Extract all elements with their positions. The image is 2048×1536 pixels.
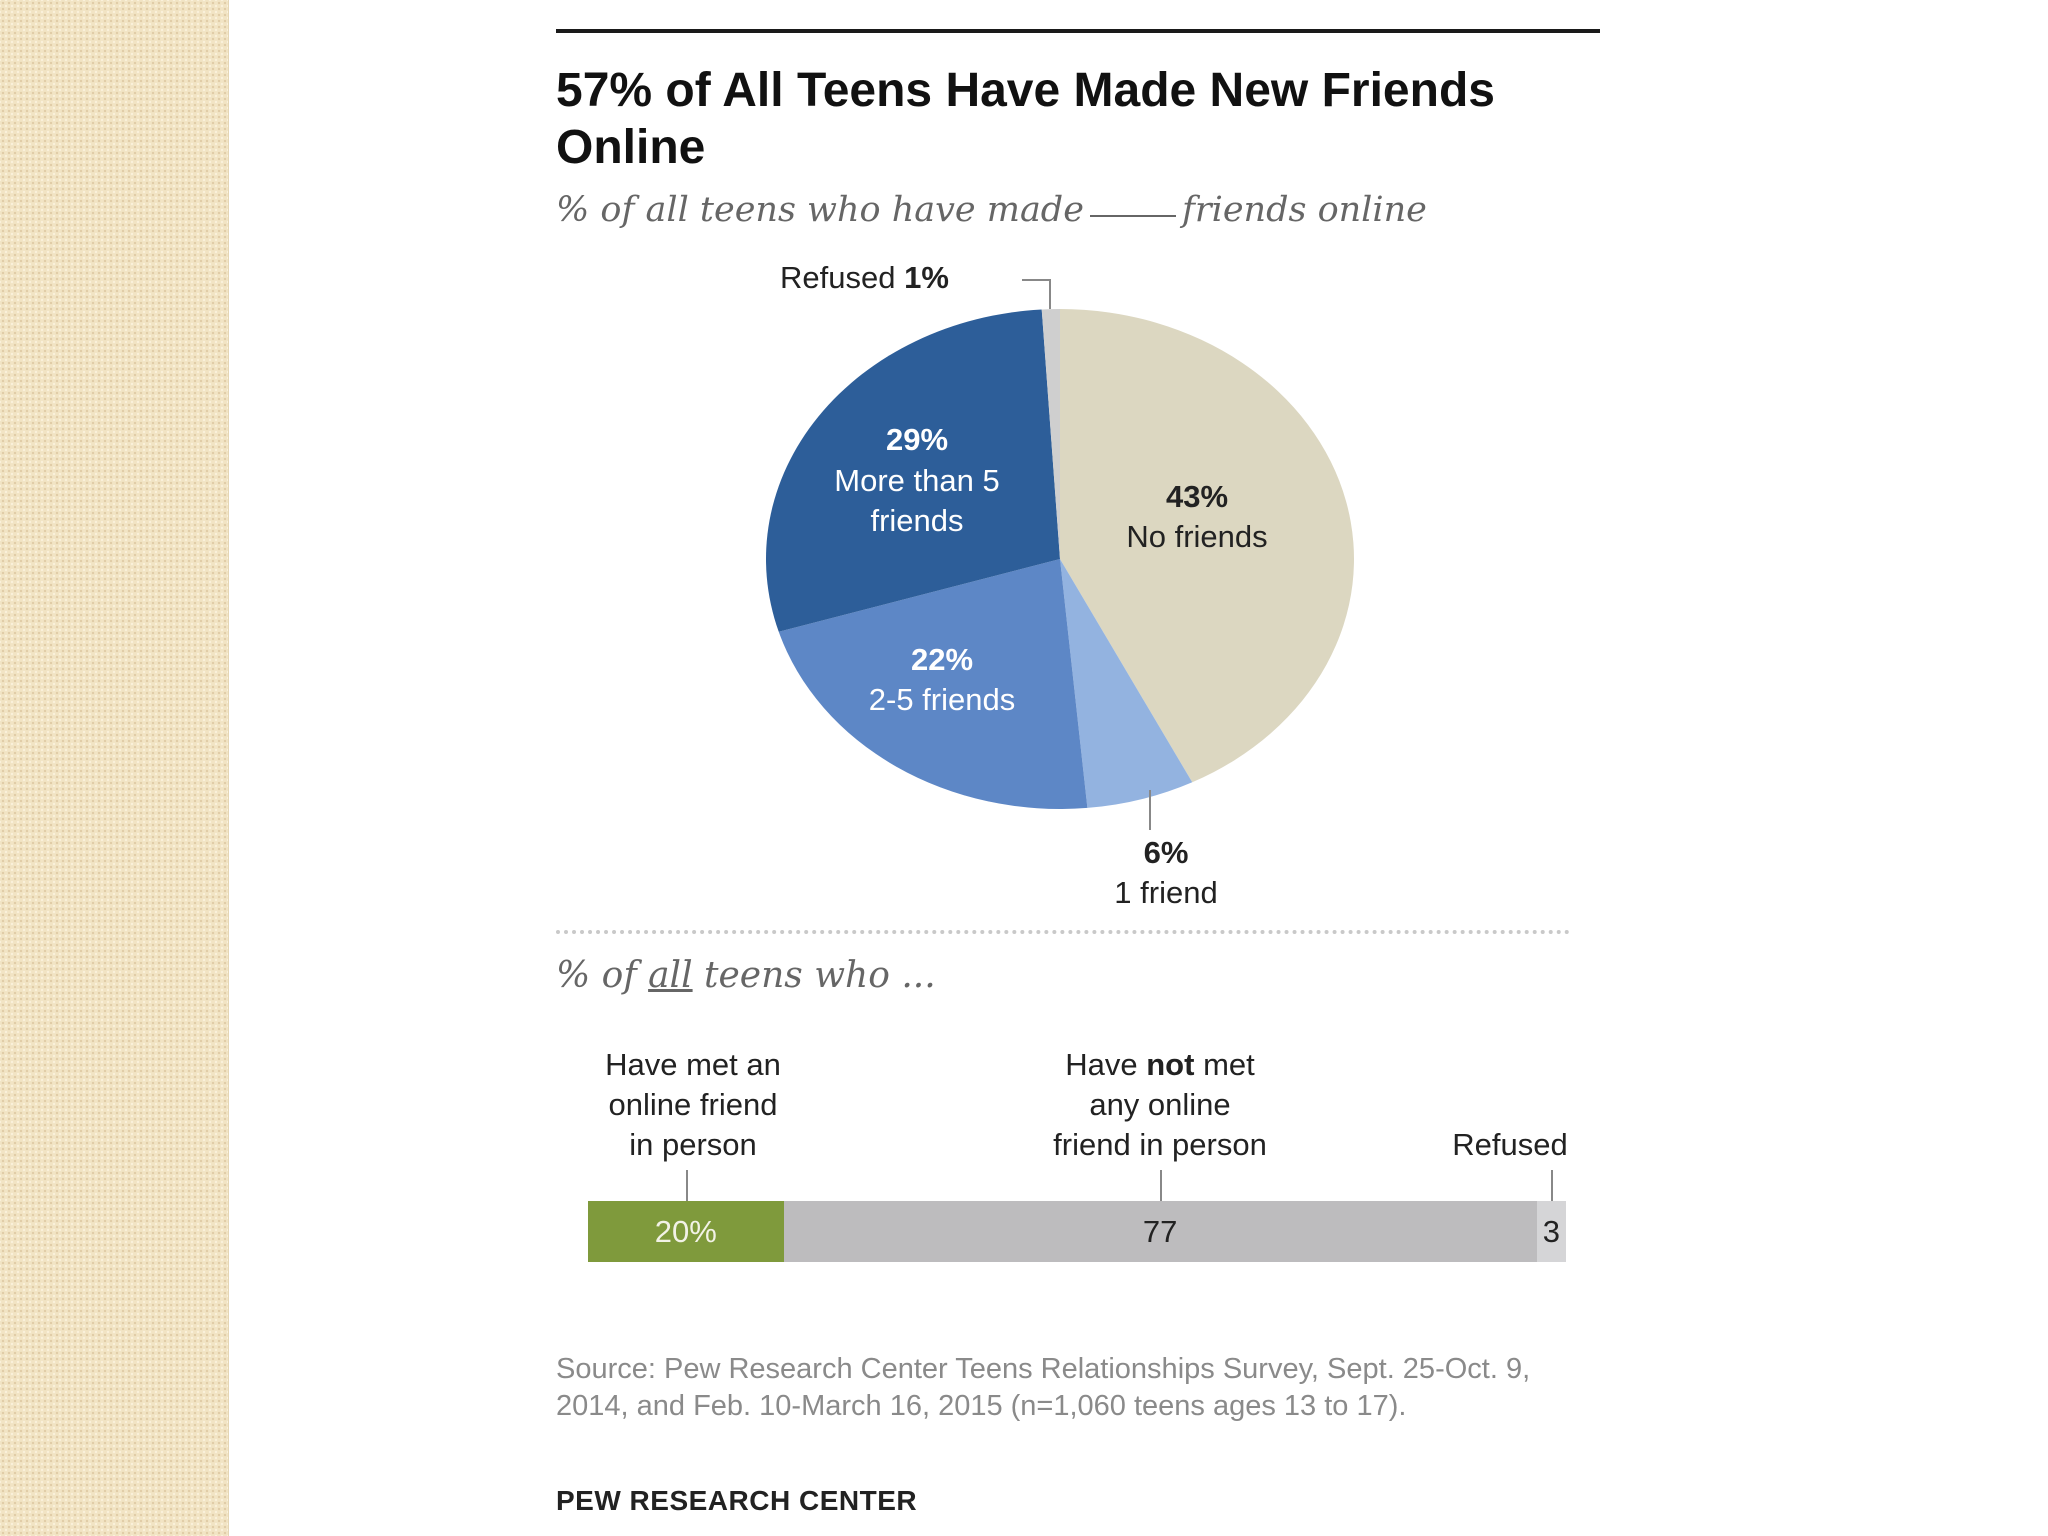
met-tick [686, 1170, 688, 1201]
bar-subtitle: % of all teens who ... [556, 955, 936, 996]
chart-title: 57% of All Teens Have Made New Friends O… [556, 64, 1495, 174]
source-note: Source: Pew Research Center Teens Relati… [556, 1353, 1531, 1422]
not-met-label: Have not met any online friend in person [1010, 1045, 1310, 1165]
no-friends-pct: 43% [1166, 479, 1228, 514]
not-met-label-line1: Have not met [1010, 1045, 1310, 1085]
pie-slice-no-friends [1060, 309, 1354, 783]
one-friend-label: 1 friend [1114, 875, 1217, 910]
bar-segment-not-met: 77 [783, 1201, 1537, 1262]
bar-subtitle-underlined: all [648, 955, 693, 996]
more-five-label-2: friends [870, 503, 963, 538]
not-met-word-not: not [1146, 1047, 1195, 1082]
brand-footer: PEW RESEARCH CENTER [556, 1485, 918, 1516]
bar-segment-met: 20% [588, 1201, 784, 1262]
not-met-word-have: Have [1065, 1047, 1138, 1082]
section-divider [556, 930, 1570, 934]
refused-label-text: Refused [780, 260, 895, 295]
pie-chart: Refused 1% 29% More than 5 friends 43% N… [766, 260, 1354, 910]
subtitle-before: % of all teens who have made [556, 190, 1084, 230]
two-five-pct: 22% [911, 642, 973, 677]
met-label-line3: in person [629, 1127, 757, 1162]
chart-subtitle: % of all teens who have made friends onli… [556, 190, 1427, 230]
subtitle-blank [1089, 215, 1176, 217]
two-five-label: 2-5 friends [869, 682, 1015, 717]
pie-slice-one-friend [1060, 559, 1193, 808]
pie-slice-two-five [778, 559, 1088, 810]
pie-slice-refused [1041, 309, 1060, 559]
refused-leader-line [1022, 279, 1051, 309]
not-met-label-line2: any online [1089, 1087, 1231, 1122]
not-met-label-line3: friend in person [1053, 1127, 1267, 1162]
pie-slices [766, 309, 1354, 810]
more-five-label-1: More than 5 [834, 463, 999, 498]
refused-label: Refused 1% [780, 260, 949, 295]
more-five-pct: 29% [886, 422, 948, 457]
no-friends-label: No friends [1126, 519, 1267, 554]
bar-segment-refused: 3 [1536, 1201, 1566, 1262]
refused-pct: 1% [904, 260, 949, 295]
bar-segment-met-value: 20% [654, 1213, 717, 1249]
not-met-word-met: met [1203, 1047, 1255, 1082]
subtitle-after: friends online [1181, 190, 1427, 230]
bar-subtitle-suffix: teens who ... [692, 955, 936, 996]
met-label-line1: Have met an [605, 1047, 781, 1082]
bar-segment-refused-value: 3 [1542, 1213, 1560, 1249]
met-label-line2: online friend [608, 1087, 778, 1122]
bar-segment-not-met-value: 77 [1142, 1213, 1178, 1249]
top-rule [556, 29, 1600, 33]
one-friend-pct: 6% [1144, 835, 1189, 870]
decorative-side-strip [0, 0, 229, 1536]
not-met-tick [1160, 1170, 1162, 1201]
pie-slice-more-than-five [766, 309, 1060, 632]
refused-tick [1551, 1170, 1553, 1201]
met-label: Have met an online friend in person [578, 1045, 808, 1165]
bar-subtitle-prefix: % of [556, 955, 649, 996]
bar-refused-label: Refused [1452, 1127, 1568, 1162]
